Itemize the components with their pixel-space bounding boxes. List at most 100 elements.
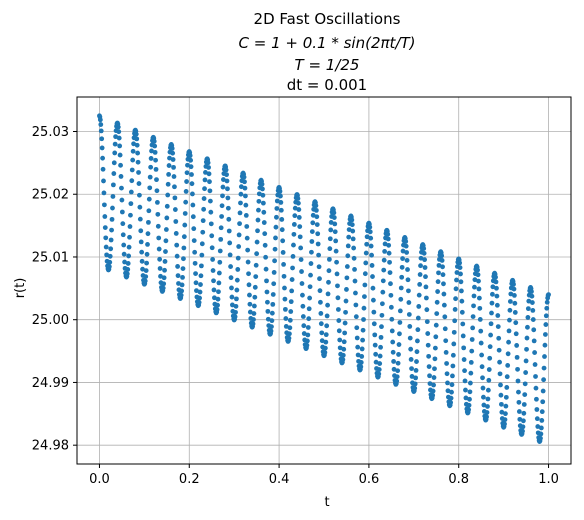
data-point [369, 252, 374, 258]
data-point [478, 328, 484, 334]
data-point [260, 186, 265, 192]
data-point [385, 236, 391, 242]
x-tick-label: 1.0 [538, 472, 559, 487]
data-point [399, 264, 405, 270]
data-point [442, 314, 448, 320]
data-point [538, 431, 544, 437]
data-point [521, 410, 527, 416]
data-point [165, 181, 171, 187]
data-point [494, 285, 499, 291]
data-point [128, 212, 133, 218]
data-point [247, 301, 253, 307]
data-point [355, 352, 361, 358]
data-point [136, 181, 142, 186]
data-point [157, 266, 163, 271]
data-point [234, 287, 240, 293]
data-point [156, 246, 162, 252]
data-point [319, 338, 325, 344]
data-point [535, 424, 541, 429]
data-point [340, 352, 346, 358]
data-point [233, 309, 238, 315]
data-point [138, 228, 144, 234]
data-point [463, 395, 469, 401]
data-point [352, 266, 357, 272]
data-point [110, 182, 116, 188]
title-line-3: T = 1/25 [295, 56, 360, 74]
data-point [179, 282, 185, 288]
data-point [350, 228, 356, 234]
data-point [199, 252, 205, 258]
data-point [378, 334, 384, 340]
data-point [433, 322, 439, 328]
data-point [487, 355, 493, 361]
data-point [278, 193, 283, 199]
data-point [265, 316, 271, 322]
data-point [115, 124, 121, 130]
data-point [398, 285, 404, 291]
data-point [146, 208, 152, 214]
data-point [188, 157, 194, 163]
data-point [194, 288, 199, 294]
data-point [533, 374, 538, 379]
data-point [523, 358, 529, 364]
data-point [342, 320, 348, 326]
data-point [278, 207, 284, 213]
data-point [108, 237, 114, 243]
data-point [452, 318, 458, 324]
data-point [300, 303, 306, 309]
data-point [216, 270, 222, 276]
data-point [423, 274, 428, 280]
data-point [377, 361, 383, 366]
data-point [288, 309, 294, 314]
data-point [450, 352, 456, 358]
data-point [301, 331, 307, 336]
data-point [175, 273, 181, 279]
data-point [529, 293, 535, 299]
data-point [487, 344, 493, 350]
x-tick-label: 0.4 [269, 472, 290, 487]
data-point [163, 238, 169, 244]
data-point [160, 285, 166, 291]
data-point [476, 286, 482, 292]
data-point [469, 348, 475, 354]
data-point [433, 334, 439, 340]
data-point [187, 153, 193, 159]
data-point [261, 209, 267, 215]
data-point [449, 389, 454, 395]
data-point [161, 281, 167, 287]
data-point [237, 221, 242, 227]
data-point [372, 342, 378, 348]
data-point [344, 264, 350, 269]
data-point [538, 425, 544, 431]
data-point [243, 193, 248, 199]
data-point [373, 359, 379, 365]
data-point [209, 233, 215, 239]
data-point [332, 229, 338, 235]
data-point [403, 239, 409, 244]
data-point [376, 371, 382, 377]
data-point [386, 242, 392, 248]
data-point [229, 302, 235, 308]
data-point [345, 253, 351, 259]
data-point [237, 210, 243, 216]
data-point [199, 241, 205, 247]
data-point [361, 305, 367, 311]
data-point [235, 255, 241, 261]
data-point [127, 224, 133, 229]
data-point [99, 145, 105, 151]
data-point [445, 388, 451, 394]
data-point [100, 155, 105, 161]
data-point [395, 368, 401, 374]
data-point [442, 326, 448, 332]
data-point [430, 392, 436, 398]
data-point [196, 299, 202, 305]
title-line-2: C = 1 + 0.1 * sin(2πt/T) [239, 34, 416, 52]
data-point [272, 246, 278, 252]
data-point [449, 382, 455, 388]
data-point [351, 245, 357, 251]
data-point [300, 314, 306, 319]
data-point [409, 366, 414, 371]
data-point [408, 357, 414, 362]
data-point [481, 394, 486, 400]
